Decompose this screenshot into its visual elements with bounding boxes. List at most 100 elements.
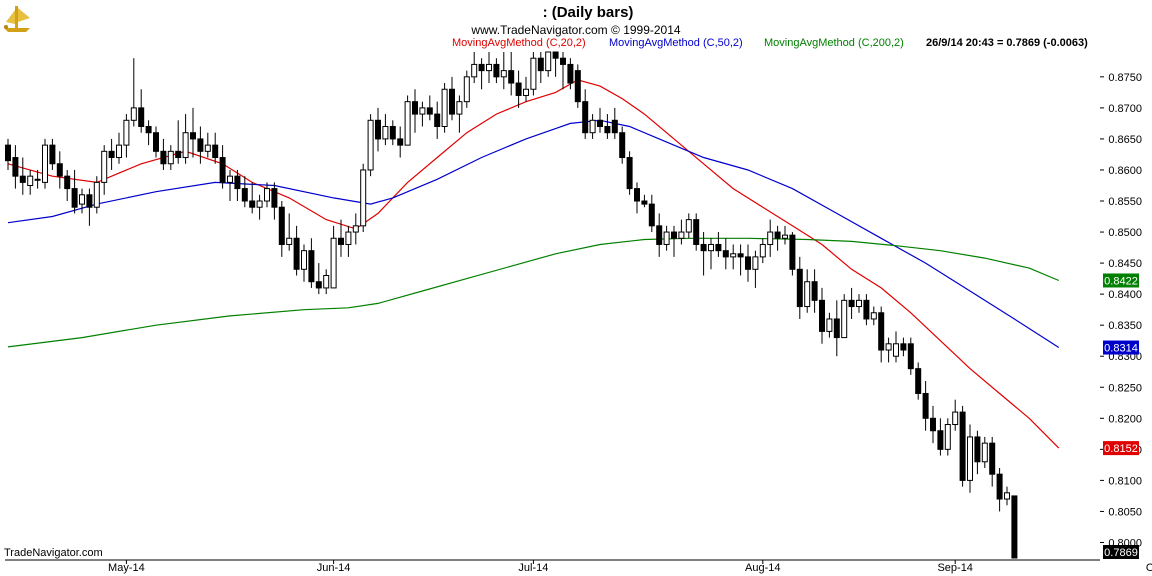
candle <box>367 114 374 177</box>
chart-title: : (Daily bars) <box>543 4 634 21</box>
candle <box>885 337 892 363</box>
candle <box>789 232 796 276</box>
ma200-value-tag: 0.8422 <box>1103 273 1139 288</box>
candle <box>264 182 270 208</box>
candle <box>619 126 626 164</box>
candle <box>241 176 248 208</box>
candle <box>190 107 196 158</box>
value-tags: 0.8422 0.8314 0.8152 0.7869 <box>1103 273 1139 559</box>
y-tick-label: 0.8250 <box>1108 382 1142 394</box>
candle <box>463 70 470 108</box>
candle <box>197 126 204 164</box>
candle <box>685 213 692 239</box>
ma50-line <box>7 119 1060 349</box>
y-axis: 0.8750 0.8700 0.8650 0.8600 0.8550 0.8500 0.84… <box>1100 72 1142 549</box>
candle <box>722 238 729 270</box>
candle <box>715 232 722 257</box>
candle <box>981 436 988 468</box>
x-tick-label: Oct-14 <box>1146 562 1152 574</box>
candle <box>745 244 751 282</box>
candle <box>204 132 211 158</box>
candle <box>611 107 618 139</box>
candle <box>944 418 951 456</box>
candle <box>34 169 41 189</box>
candle <box>426 95 433 121</box>
candle <box>730 244 737 270</box>
candle <box>537 52 544 84</box>
candle <box>693 213 700 251</box>
candle <box>737 244 744 276</box>
candle <box>419 101 426 127</box>
svg-text:0.8314: 0.8314 <box>1104 343 1138 355</box>
candle <box>86 188 93 226</box>
ma50-value-tag: 0.8314 <box>1103 340 1139 355</box>
candle <box>116 132 122 164</box>
candle <box>404 95 411 146</box>
candle <box>182 114 189 164</box>
candle <box>597 107 603 133</box>
candle <box>959 405 966 487</box>
candle <box>974 430 981 475</box>
candle <box>123 114 130 158</box>
candle <box>848 287 855 319</box>
candle <box>234 169 241 202</box>
candle <box>49 138 56 170</box>
candle <box>278 201 285 257</box>
x-tick-label: Sep-14 <box>937 562 972 574</box>
candle <box>863 294 870 326</box>
candle <box>1004 486 1010 506</box>
x-tick-label: May-14 <box>108 562 145 574</box>
candle <box>330 225 337 289</box>
svg-text:0.8152: 0.8152 <box>1104 443 1138 455</box>
candle <box>412 89 418 133</box>
candle <box>449 76 455 121</box>
candle <box>582 89 589 139</box>
candle <box>19 157 26 195</box>
candle <box>271 182 278 220</box>
candle <box>56 151 63 189</box>
candle <box>160 138 167 170</box>
candle <box>922 381 929 431</box>
candle <box>930 405 936 444</box>
candle <box>604 114 611 139</box>
candle <box>71 169 78 214</box>
y-tick-label: 0.8750 <box>1108 72 1142 84</box>
candle <box>130 58 137 127</box>
candle <box>167 145 174 170</box>
moving-average-lines <box>7 79 1060 449</box>
candle <box>752 250 759 288</box>
candle <box>1011 495 1018 559</box>
candle <box>93 176 100 214</box>
candle <box>626 151 633 195</box>
y-tick-label: 0.8500 <box>1108 227 1142 239</box>
y-tick-label: 0.8200 <box>1108 413 1142 425</box>
legend-ma20: MovingAvgMethod (C,20,2) <box>452 37 586 49</box>
candle <box>256 194 263 220</box>
candle <box>471 52 478 84</box>
candle <box>796 256 803 319</box>
logo-icon <box>4 6 30 32</box>
y-tick-label: 0.8550 <box>1108 196 1142 208</box>
candle <box>323 269 330 295</box>
y-tick-label: 0.8700 <box>1108 103 1142 115</box>
candle <box>389 120 396 146</box>
legend-ma50: MovingAvgMethod (C,50,2) <box>609 37 743 49</box>
candle <box>641 194 648 208</box>
candle <box>441 83 448 133</box>
legend-ma200: MovingAvgMethod (C,200,2) <box>764 37 904 49</box>
candle <box>567 58 574 90</box>
candle <box>212 132 219 164</box>
candle <box>671 225 677 257</box>
candle <box>308 238 315 288</box>
candle <box>759 238 766 264</box>
candle <box>5 138 11 170</box>
candle <box>663 225 670 251</box>
candle <box>500 52 507 90</box>
candle <box>856 294 862 313</box>
candle <box>12 145 19 189</box>
candle <box>907 337 914 375</box>
candle <box>952 399 959 431</box>
candle <box>589 114 596 139</box>
candle <box>900 337 907 357</box>
candle <box>219 145 226 189</box>
